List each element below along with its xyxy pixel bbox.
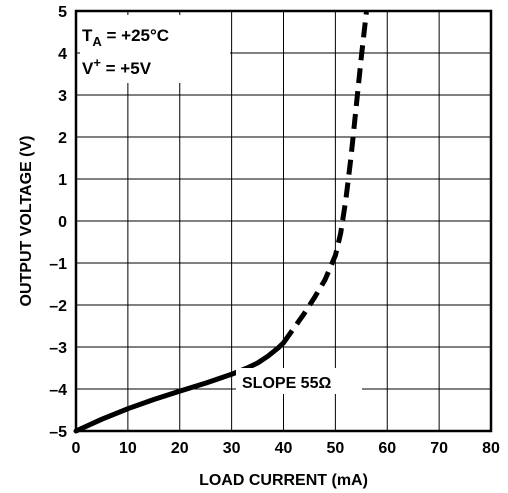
y-tick-label: –1 (49, 256, 67, 273)
y-tick-label: 2 (58, 130, 67, 147)
x-tick-label: 30 (223, 440, 241, 457)
x-tick-label: 10 (119, 440, 137, 457)
x-tick-label: 70 (430, 440, 448, 457)
y-tick-label: 3 (58, 88, 67, 105)
series-solid-line (73, 340, 286, 434)
y-tick-label: 5 (58, 4, 67, 21)
y-tick-label: –2 (49, 298, 67, 315)
y-tick-label: 4 (58, 46, 67, 63)
annotation-background (236, 368, 362, 394)
legend-supply-voltage: V+ = +5V (82, 55, 152, 78)
legend-background (80, 15, 230, 83)
legend-temperature: TA = +25°C (82, 26, 169, 49)
y-tick-label: 0 (58, 214, 67, 231)
y-tick-label: 1 (58, 172, 67, 189)
y-tick-label: –3 (49, 340, 67, 357)
y-axis-label: OUTPUT VOLTAGE (V) (18, 136, 35, 307)
x-tick-label: 40 (275, 440, 293, 457)
y-tick-label: –5 (49, 424, 67, 441)
y-tick-label: –4 (49, 382, 67, 399)
x-tick-label: 0 (72, 440, 81, 457)
x-tick-label: 20 (171, 440, 189, 457)
x-axis-label: LOAD CURRENT (mA) (199, 472, 368, 489)
x-tick-label: 80 (482, 440, 500, 457)
series-layer (73, 10, 369, 434)
x-tick-label: 60 (378, 440, 396, 457)
series-dashed-line (281, 10, 369, 345)
slope-annotation: SLOPE 55Ω (242, 375, 331, 392)
grid (76, 11, 491, 431)
plot-frame (74, 9, 493, 433)
x-tick-label: 50 (326, 440, 344, 457)
